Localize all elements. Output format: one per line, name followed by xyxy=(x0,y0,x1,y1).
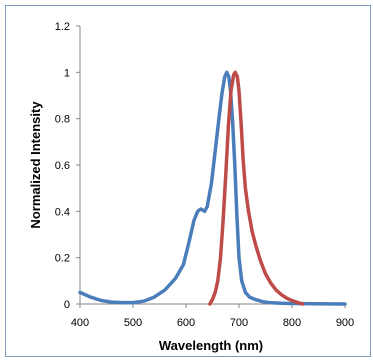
series-group xyxy=(78,70,347,306)
x-axis: 400 500 600 700 800 900 xyxy=(71,303,354,329)
y-axis-title: Normalized Intensity xyxy=(28,101,43,229)
x-tick-label: 800 xyxy=(283,317,301,329)
y-tick-label: 1.2 xyxy=(55,21,70,33)
x-tick-label: 400 xyxy=(71,317,89,329)
x-tick-label: 700 xyxy=(230,317,248,329)
x-tick-label: 900 xyxy=(336,317,354,329)
series-line-2 xyxy=(208,70,305,306)
x-tick-label: 500 xyxy=(124,317,142,329)
x-axis-title: Wavelength (nm) xyxy=(159,338,263,353)
y-tick-label: 0 xyxy=(64,299,70,311)
y-tick-label: 0.4 xyxy=(55,206,70,218)
y-axis: 0 0.2 0.4 0.6 0.8 1 1.2 xyxy=(55,21,81,311)
y-tick-label: 0.2 xyxy=(55,253,70,265)
y-tick-label: 1 xyxy=(64,67,70,79)
y-tick-label: 0.8 xyxy=(55,114,70,126)
series-line-1 xyxy=(78,70,347,306)
chart-frame xyxy=(5,5,371,357)
y-tick-label: 0.6 xyxy=(55,160,70,172)
x-tick-label: 600 xyxy=(177,317,195,329)
